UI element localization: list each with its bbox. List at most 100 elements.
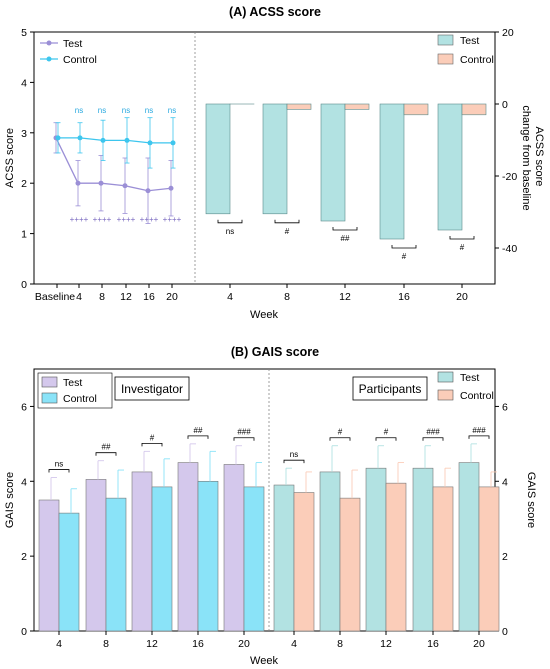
significance-label: ##: [194, 426, 203, 435]
significance-label: #: [285, 227, 290, 236]
significance-label: ###: [472, 426, 486, 435]
significance-label: ns: [122, 106, 130, 115]
bar: [379, 103, 405, 240]
data-point: [170, 140, 176, 146]
significance-bracket: [332, 227, 358, 231]
legend-test-label: Test: [63, 38, 82, 50]
legend-test-label: Test: [460, 35, 479, 47]
significance-bracket: [283, 459, 305, 464]
significance-bracket: [391, 245, 417, 249]
ytick-label: 2: [21, 178, 27, 190]
significance-label: ns: [145, 106, 153, 115]
legend-test-swatch: [437, 34, 454, 46]
significance-label: ns: [226, 227, 234, 236]
significance-label: ###: [426, 428, 440, 437]
panel-a-right-ylabel: ACSS score change from baseline: [520, 105, 545, 210]
significance-label: #: [460, 243, 465, 252]
bar: [293, 492, 315, 632]
data-point: [124, 137, 130, 143]
panel-a-left-legend: Test Control: [40, 38, 97, 66]
legend-test-label: Test: [460, 372, 479, 384]
legend-control-label: Control: [63, 54, 97, 66]
bar: [478, 486, 500, 632]
legend-test-swatch: [41, 376, 58, 388]
legend-control-marker: [46, 56, 52, 62]
bar: [197, 480, 219, 632]
xtick-label: 20: [456, 291, 468, 303]
bar: [85, 479, 107, 632]
data-point: [75, 180, 81, 186]
bar: [58, 512, 80, 632]
ytick-label: 0: [502, 626, 508, 638]
panel-b-right-ylabel: GAIS score: [525, 472, 537, 528]
significance-bracket: [449, 236, 475, 240]
panel-a-title: (A) ACSS score: [229, 5, 321, 19]
data-point: [100, 137, 106, 143]
bar: [205, 103, 231, 215]
ytick-label: 0: [502, 99, 508, 111]
significance-label: ##: [102, 443, 111, 452]
investigator-label: Investigator: [121, 382, 183, 396]
xtick-label: 8: [337, 638, 343, 650]
panel-a-xaxis: Baseline 4 8 12 16 20 4 8 12 16 20: [35, 284, 468, 303]
bar: [461, 103, 487, 116]
series-line: [55, 137, 172, 192]
ytick-label: 4: [502, 476, 508, 488]
bar: [319, 471, 341, 632]
xtick-label: 4: [291, 638, 297, 650]
xtick-label: 8: [103, 638, 109, 650]
bar: [273, 484, 295, 632]
investigator-label-box: Investigator: [114, 376, 190, 401]
significance-label: ns: [75, 106, 83, 115]
legend-test-label: Test: [63, 377, 82, 389]
participants-label-box: Participants: [352, 376, 428, 401]
xtick-label: 4: [56, 638, 62, 650]
panel-b-title: (B) GAIS score: [231, 345, 319, 359]
ytick-label: 0: [21, 279, 27, 291]
participants-label: Participants: [359, 382, 422, 396]
panel-b-xlabel: Week: [250, 655, 278, 667]
bar: [365, 467, 387, 632]
data-point: [168, 185, 174, 191]
ytick-label: 4: [21, 476, 27, 488]
investigator-box: [114, 376, 190, 401]
ytick-label: -40: [502, 243, 517, 255]
panel-a-right-legend: Test Control: [437, 34, 494, 66]
panel-a-bar-plot: ns #####: [205, 103, 487, 261]
data-point: [122, 183, 128, 189]
bar: [177, 462, 199, 632]
xtick-label: 16: [192, 638, 204, 650]
panel-a-left-yaxis: 0 1 2 3 4 5: [21, 27, 34, 291]
legend-test-marker: [46, 40, 52, 46]
panel-b-investigator-legend: Test Control: [37, 372, 113, 409]
bar: [344, 103, 370, 110]
data-point: [145, 188, 151, 194]
legend-control-label: Control: [460, 54, 494, 66]
xtick-label: 16: [427, 638, 439, 650]
ytick-label: 2: [502, 551, 508, 563]
significance-bracket: [141, 442, 163, 447]
significance-label: #: [150, 433, 155, 442]
significance-label: #: [384, 428, 389, 437]
panel-a-right-ylabel-line2: change from baseline: [520, 105, 532, 210]
significance-label: ++++: [93, 215, 112, 224]
ytick-label: 3: [21, 128, 27, 140]
bar: [262, 103, 288, 215]
xtick-label: 8: [99, 291, 105, 303]
participants-box: [352, 376, 428, 401]
significance-label: #: [338, 428, 343, 437]
bar: [412, 467, 434, 632]
bar: [151, 486, 173, 632]
bar: [385, 482, 407, 632]
panel-b-bar-plot: ns##### ###ns# # ### ###: [38, 426, 500, 632]
significance-bracket: [48, 469, 70, 473]
ytick-label: 1: [21, 229, 27, 241]
ytick-label: 0: [21, 626, 27, 638]
significance-label: ns: [55, 460, 63, 469]
legend-control-swatch: [437, 53, 454, 65]
panel-b-xaxis: 4 8 12 16 20 4 8 12 16 20: [56, 631, 485, 650]
panel-b-ylabel: GAIS score: [4, 472, 16, 528]
bar: [458, 462, 480, 632]
bar: [320, 103, 346, 222]
xtick-label: 12: [380, 638, 392, 650]
